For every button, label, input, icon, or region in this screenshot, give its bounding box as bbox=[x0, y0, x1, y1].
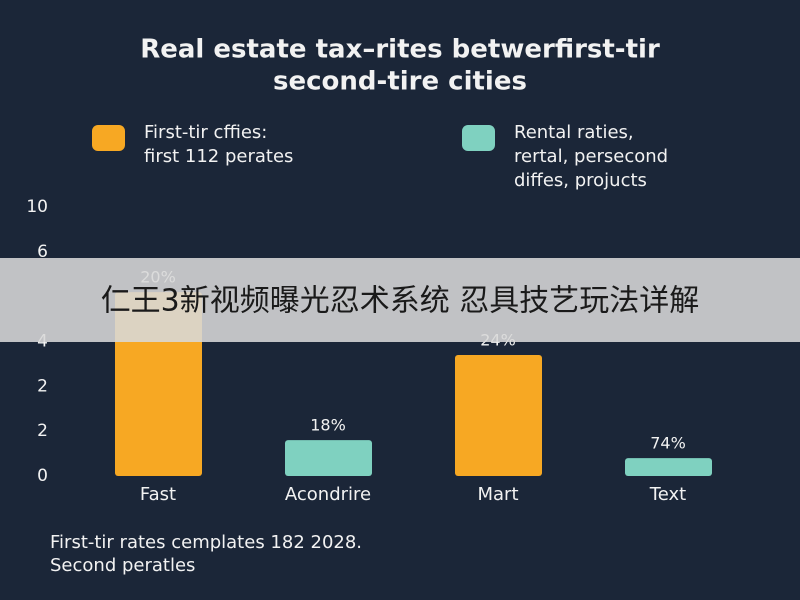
bar-label: 74% bbox=[650, 434, 686, 453]
y-tick-label: 6 bbox=[37, 242, 48, 262]
banner-text: 仁王3新视频曝光忍术系统 忍具技艺玩法详解 bbox=[101, 284, 700, 319]
y-tick-label: 2 bbox=[37, 421, 48, 441]
legend-label: first 112 perates bbox=[144, 146, 293, 167]
legend-swatch bbox=[92, 125, 125, 151]
bar-label: 18% bbox=[310, 416, 346, 435]
chart-title: Real estate tax–rites betwerfirst-tir bbox=[140, 35, 660, 65]
legend-swatch bbox=[462, 125, 495, 151]
legend-label: diffes, projucts bbox=[514, 170, 647, 191]
chart-title: second-tire cities bbox=[273, 67, 527, 97]
y-tick-label: 2 bbox=[37, 376, 48, 396]
x-tick-label: Acondrire bbox=[285, 484, 371, 505]
footnote: First-tir rates cemplates 182 2028. bbox=[50, 532, 362, 553]
y-tick-label: 10 bbox=[26, 197, 48, 217]
banner-background bbox=[0, 258, 800, 342]
x-tick-label: Fast bbox=[140, 484, 176, 505]
legend-label: rertal, persecond bbox=[514, 146, 668, 167]
bar bbox=[285, 440, 372, 476]
bar bbox=[625, 458, 712, 476]
x-tick-label: Mart bbox=[477, 484, 518, 505]
legend-label: First-tir cffies: bbox=[144, 122, 267, 143]
footnote: Second peratles bbox=[50, 555, 195, 576]
legend-label: Rental raties, bbox=[514, 122, 634, 143]
x-tick-label: Text bbox=[649, 484, 686, 505]
y-tick-label: 0 bbox=[37, 466, 48, 486]
bar bbox=[455, 354, 542, 476]
